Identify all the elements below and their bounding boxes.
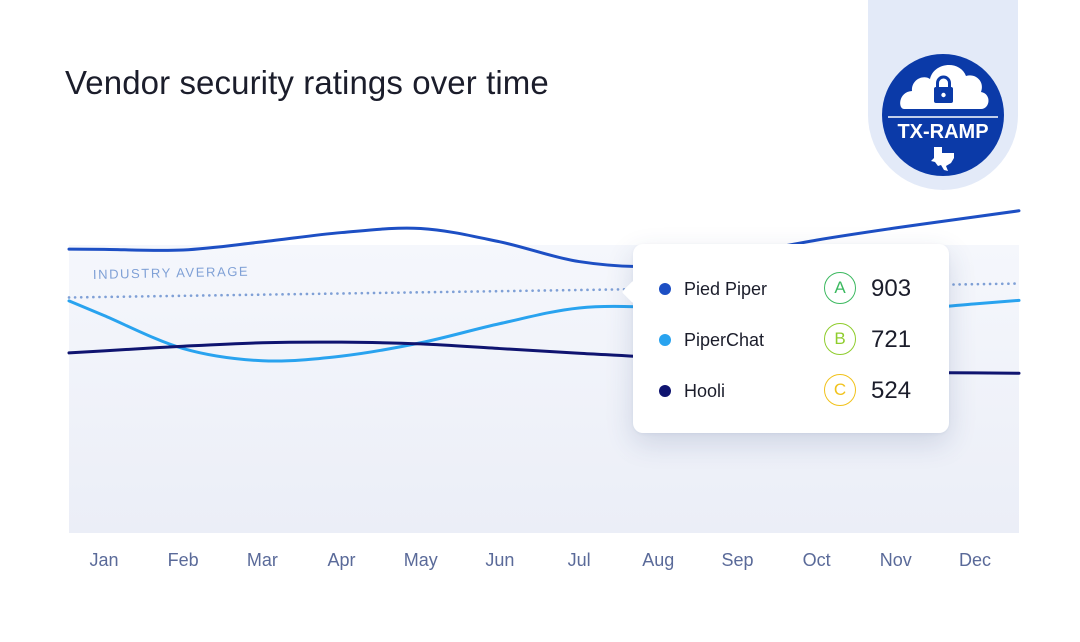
- data-tooltip: Pied Piper A 903 PiperChat B 721 Hooli C…: [633, 244, 949, 433]
- grade-badge: C: [824, 374, 856, 406]
- x-tick-label: May: [403, 550, 438, 570]
- score-value: 721: [871, 326, 912, 353]
- series-line-industry-average: [67, 282, 1021, 299]
- series-name: Pied Piper: [684, 279, 768, 299]
- series-dot: [659, 334, 671, 346]
- series-line-pied-piper: [67, 209, 1021, 269]
- grade-badge: A: [824, 272, 856, 304]
- tooltip-row-hooli: Hooli C 524: [633, 371, 949, 411]
- industry-average-label: INDUSTRY AVERAGE: [93, 264, 250, 282]
- grade-badge: B: [824, 323, 856, 355]
- x-tick-label: Jun: [485, 550, 515, 570]
- x-tick-label: Oct: [802, 550, 831, 570]
- series-name: Hooli: [684, 381, 726, 401]
- tx-ramp-badge: TX-RAMP: [882, 54, 1004, 176]
- score-value: 524: [871, 377, 912, 404]
- x-tick-label: Mar: [246, 550, 278, 570]
- x-tick-label: Jan: [89, 550, 119, 570]
- page-title: Vendor security ratings over time: [65, 64, 549, 101]
- score-value: 903: [871, 275, 912, 302]
- x-tick-label: Apr: [327, 550, 356, 570]
- x-tick-label: Sep: [721, 550, 754, 570]
- tooltip-row-piperchat: PiperChat B 721: [633, 320, 949, 360]
- tooltip-row-pied-piper: Pied Piper A 903: [633, 269, 949, 309]
- series-name: PiperChat: [684, 330, 765, 350]
- x-tick-label: Aug: [642, 550, 675, 570]
- badge-panel: TX-RAMP: [868, 0, 1018, 190]
- x-tick-label: Nov: [879, 550, 912, 570]
- badge-label: TX-RAMP: [897, 121, 988, 143]
- texas-state-icon: [931, 147, 954, 171]
- series-dot: [659, 283, 671, 295]
- x-tick-label: Dec: [958, 550, 991, 570]
- series-dot: [659, 385, 671, 397]
- x-tick-label: Jul: [567, 550, 591, 570]
- cloud-lock-icon: [900, 65, 989, 109]
- x-tick-label: Feb: [167, 550, 199, 570]
